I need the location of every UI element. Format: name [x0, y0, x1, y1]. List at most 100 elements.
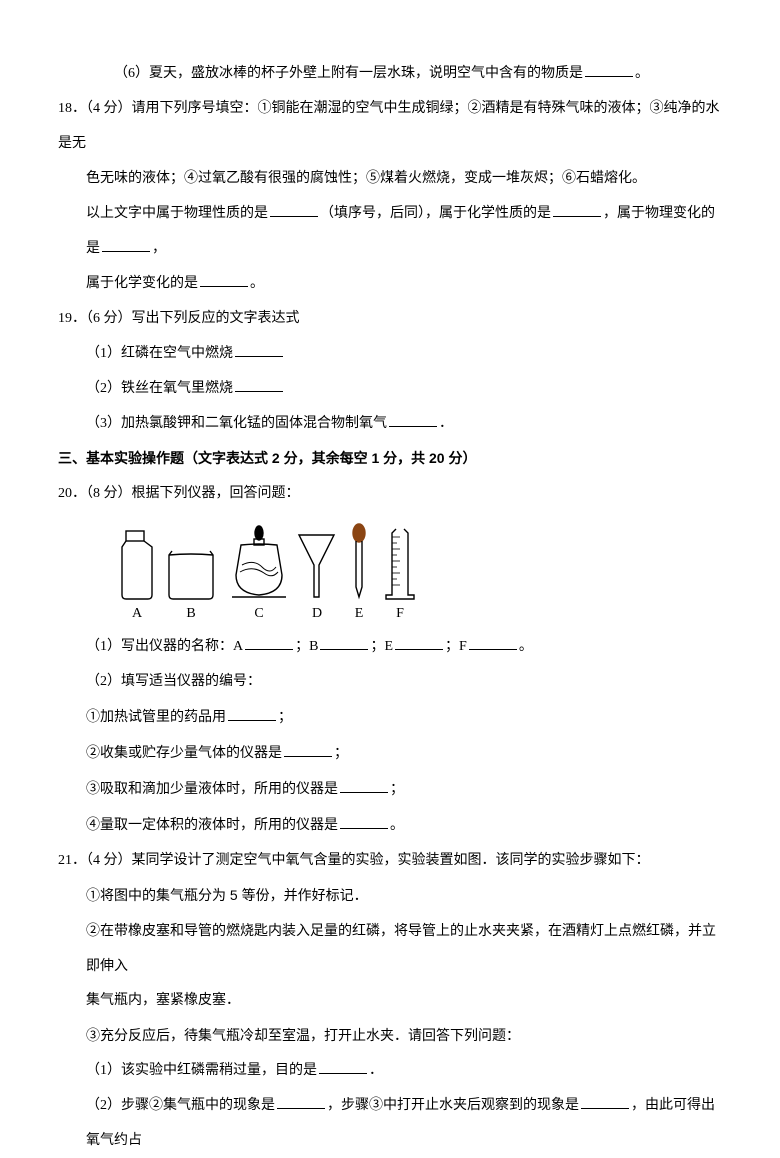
q21-s3: ③充分反应后，待集气瓶冷却至室温，打开止水夹．请回答下列问题：: [58, 1018, 722, 1053]
q21-s1: ①将图中的集气瓶分为 5 等份，并作好标记．: [58, 878, 722, 913]
q21-num: 21．: [58, 853, 86, 868]
t: （填序号，后同），属于化学性质的是: [320, 206, 551, 221]
q20-points: （8 分）: [86, 486, 132, 501]
q20-num: 20．: [58, 486, 86, 501]
t: 以上文字中属于物理性质的是: [86, 206, 268, 221]
label-b: B: [186, 606, 195, 621]
q17-part6: （6）夏天，盛放冰棒的杯子外壁上附有一层水珠，说明空气中含有的物质是 。: [58, 56, 722, 91]
t: （1）红磷在空气中燃烧: [86, 346, 233, 361]
t: ②收集或贮存少量气体的仪器是: [86, 744, 282, 760]
q18-line4: 属于化学变化的是 。: [58, 266, 722, 301]
blank: [235, 378, 283, 392]
label-c: C: [254, 606, 263, 621]
blank: [277, 1095, 325, 1109]
q21-points: （4 分）: [86, 853, 132, 868]
apparatus-e-icon: [353, 524, 365, 597]
t: （1）该实验中红磷需稍过量，目的是: [86, 1063, 317, 1078]
q20-s2: ②收集或贮存少量气体的仪器是 ；: [58, 735, 722, 771]
q20: 20．（8 分）根据下列仪器，回答问题：: [58, 476, 722, 843]
t: ；: [390, 782, 404, 797]
q20-p1: （1）写出仪器的名称：A ；B ；E ；F 。: [58, 629, 722, 664]
t: ；F: [445, 639, 467, 654]
q18-line2: 色无味的液体；④过氧乙酸有很强的腐蚀性；⑤煤着火燃烧，变成一堆灰烬；⑥石蜡熔化。: [58, 161, 722, 196]
apparatus-f-icon: [386, 529, 414, 599]
blank: [585, 63, 633, 77]
t: ④量取一定体积的液体时，所用的仪器是: [86, 816, 338, 832]
blank: [320, 636, 368, 650]
q18-line1: 18．（4 分）请用下列序号填空：①铜能在潮湿的空气中生成铜绿；②酒精是有特殊气…: [58, 91, 722, 161]
blank: [284, 743, 332, 757]
q20-p2: （2）填写适当仪器的编号：: [58, 664, 722, 699]
blank: [469, 636, 517, 650]
t: ；E: [370, 639, 393, 654]
apparatus-a-icon: [122, 531, 152, 599]
blank: [340, 779, 388, 793]
t: 。: [519, 639, 533, 654]
q19: 19．（6 分）写出下列反应的文字表达式 （1）红磷在空气中燃烧 （2）铁丝在氧…: [58, 301, 722, 441]
t: ，: [152, 241, 166, 256]
t: ；: [334, 746, 348, 761]
blank: [553, 203, 601, 217]
t: ．: [439, 416, 453, 431]
q20-stem: 20．（8 分）根据下列仪器，回答问题：: [58, 476, 722, 511]
t: ；: [278, 710, 292, 725]
section3-heading: 三、基本实验操作题（文字表达式 2 分，其余每空 1 分，共 20 分）: [58, 441, 722, 476]
blank: [200, 273, 248, 287]
q19-p1: （1）红磷在空气中燃烧: [58, 336, 722, 371]
q21-s2b: 集气瓶内，塞紧橡皮塞．: [58, 983, 722, 1018]
blank: [245, 636, 293, 650]
label-f: F: [396, 606, 404, 621]
q21-p1: （1）该实验中红磷需稍过量，目的是 ．: [58, 1053, 722, 1088]
q19-p3: （3）加热氯酸钾和二氧化锰的固体混合物制氧气 ．: [58, 406, 722, 441]
q20-s4: ④量取一定体积的液体时，所用的仪器是 。: [58, 807, 722, 843]
blank: [102, 238, 150, 252]
apparatus-b-icon: [169, 551, 213, 599]
blank: [389, 413, 437, 427]
label-e: E: [355, 606, 364, 621]
q20-s3: ③吸取和滴加少量液体时，所用的仪器是 ；: [58, 771, 722, 807]
q17-6-suffix: 。: [635, 66, 649, 81]
label-a: A: [132, 606, 143, 621]
q19-num: 19．: [58, 311, 86, 326]
q19-p2: （2）铁丝在氧气里燃烧: [58, 371, 722, 406]
t: （2）步骤②集气瓶中的现象是: [86, 1098, 275, 1113]
t: （3）加热氯酸钾和二氧化锰的固体混合物制氧气: [86, 416, 387, 431]
t: 属于化学变化的是: [86, 276, 198, 291]
q20-s1: ①加热试管里的药品用 ；: [58, 699, 722, 735]
blank: [235, 343, 283, 357]
apparatus-svg: A B C D E F: [114, 517, 444, 625]
q18-text1: 请用下列序号填空：①铜能在潮湿的空气中生成铜绿；②酒精是有特殊气味的液体；③纯净…: [58, 101, 720, 151]
apparatus-d-icon: [299, 535, 334, 597]
q18-points: （4 分）: [86, 101, 132, 116]
q21-s2a: ②在带橡皮塞和导管的燃烧匙内装入足量的红磷，将导管上的止水夹夹紧，在酒精灯上点燃…: [58, 913, 722, 983]
blank: [340, 815, 388, 829]
blank: [319, 1060, 367, 1074]
blank: [228, 707, 276, 721]
apparatus-c-icon: [232, 526, 286, 597]
t: 。: [250, 276, 264, 291]
q20-stem-text: 根据下列仪器，回答问题：: [132, 486, 300, 501]
blank: [270, 203, 318, 217]
q21-p2: （2）步骤②集气瓶中的现象是，步骤③中打开止水夹后观察到的现象是，由此可得出氧气…: [58, 1088, 722, 1158]
t: ，步骤③中打开止水夹后观察到的现象是: [327, 1098, 579, 1113]
q18-line3: 以上文字中属于物理性质的是（填序号，后同），属于化学性质的是，属于物理变化的是，: [58, 196, 722, 266]
t: 。: [390, 818, 404, 833]
t: ①加热试管里的药品用: [86, 708, 226, 724]
t: （1）写出仪器的名称：A: [86, 639, 243, 654]
q18: 18．（4 分）请用下列序号填空：①铜能在潮湿的空气中生成铜绿；②酒精是有特殊气…: [58, 91, 722, 301]
q21-stem-text: 某同学设计了测定空气中氧气含量的实验，实验装置如图．该同学的实验步骤如下：: [132, 853, 650, 868]
q17-6-text: （6）夏天，盛放冰棒的杯子外壁上附有一层水珠，说明空气中含有的物质是: [114, 66, 583, 81]
t: ③吸取和滴加少量液体时，所用的仪器是: [86, 780, 338, 796]
q19-points: （6 分）: [86, 311, 132, 326]
q19-stem: 19．（6 分）写出下列反应的文字表达式: [58, 301, 722, 336]
t: ．: [369, 1063, 383, 1078]
q21-stem: 21．（4 分）某同学设计了测定空气中氧气含量的实验，实验装置如图．该同学的实验…: [58, 843, 722, 878]
apparatus-figure: A B C D E F: [58, 517, 722, 625]
blank: [581, 1095, 629, 1109]
label-d: D: [312, 606, 322, 621]
t: ；B: [295, 639, 318, 654]
blank: [395, 636, 443, 650]
q19-stem-text: 写出下列反应的文字表达式: [132, 311, 300, 326]
t: （2）铁丝在氧气里燃烧: [86, 381, 233, 396]
q18-num: 18．: [58, 101, 86, 116]
